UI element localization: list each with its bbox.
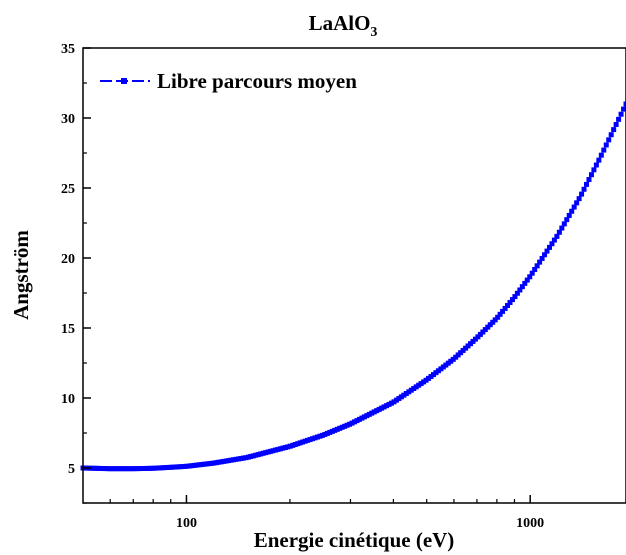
series-0-point <box>574 200 580 206</box>
series-0-point <box>549 241 555 247</box>
series-0-point <box>598 152 604 158</box>
legend-label: Libre parcours moyen <box>157 69 357 93</box>
series-0-point <box>534 263 540 269</box>
series-0-point <box>579 191 585 197</box>
series-0-point <box>514 290 520 296</box>
series-0-point <box>606 137 612 143</box>
y-tick-label: 20 <box>61 252 75 267</box>
y-tick-label: 10 <box>61 392 75 407</box>
series-0-point <box>524 277 530 283</box>
chart-title: LaAlO3 <box>309 11 378 40</box>
series-0-point <box>542 252 548 258</box>
plot-frame <box>82 47 626 504</box>
series-0-point <box>556 229 562 235</box>
series-0-point <box>571 204 577 210</box>
series-0-point <box>566 212 572 218</box>
series-0-point <box>613 121 619 127</box>
series-0-point <box>532 267 538 273</box>
series-0-point <box>509 297 515 303</box>
series-0-point <box>507 300 513 306</box>
series-0-point <box>584 181 590 187</box>
chart-title-subscript: 3 <box>370 25 377 40</box>
series-0-point <box>621 106 626 112</box>
legend-marker <box>121 78 127 84</box>
series-0-point <box>593 162 599 168</box>
series-0-point <box>611 127 617 133</box>
series-0-point <box>561 221 567 227</box>
series-0-point <box>500 308 506 314</box>
y-tick-label: 15 <box>61 322 75 337</box>
series-0-point <box>623 101 626 107</box>
series-0-point <box>586 177 592 183</box>
series-0-point <box>529 270 535 276</box>
series-0-point <box>616 116 622 122</box>
series-0-point <box>569 208 575 214</box>
series-0-point <box>537 259 543 265</box>
series-0-point <box>591 167 597 173</box>
series-0-point <box>539 255 545 261</box>
series-0-point <box>554 233 560 239</box>
x-tick-label: 1000 <box>516 516 544 531</box>
series-0-point <box>492 317 498 323</box>
series-0-point <box>519 284 525 290</box>
series-0-point <box>517 287 523 293</box>
series-0-point <box>588 172 594 178</box>
series-0-point <box>497 311 503 317</box>
series-0-point <box>502 305 508 311</box>
series-0-point <box>495 314 501 320</box>
series-0-point <box>608 132 614 138</box>
series-0-point <box>576 196 582 202</box>
series-0-point <box>512 294 518 300</box>
series-0-point <box>505 302 511 308</box>
series-0-point <box>559 225 565 231</box>
legend: Libre parcours moyen <box>100 69 357 93</box>
series-0-point <box>564 217 570 223</box>
y-tick-label: 30 <box>61 112 75 127</box>
x-axis-title: Energie cinétique (eV) <box>254 528 455 552</box>
y-tick-label: 5 <box>68 462 75 477</box>
series-0-point <box>546 244 552 250</box>
series-0-point <box>527 274 533 280</box>
y-axis-title: Angström <box>9 230 33 320</box>
series-0-point <box>544 248 550 254</box>
series-0-point <box>596 157 602 163</box>
chart-title-main: LaAlO <box>309 11 371 35</box>
x-tick-label: 100 <box>176 516 197 531</box>
series-0-point <box>551 237 557 243</box>
series-0-point <box>581 186 587 192</box>
y-tick-label: 25 <box>61 182 75 197</box>
series-0-point <box>522 280 528 286</box>
series-0-point <box>601 147 607 153</box>
series-0-point <box>618 111 624 117</box>
y-tick-label: 35 <box>61 42 75 57</box>
series-0-point <box>603 142 609 148</box>
